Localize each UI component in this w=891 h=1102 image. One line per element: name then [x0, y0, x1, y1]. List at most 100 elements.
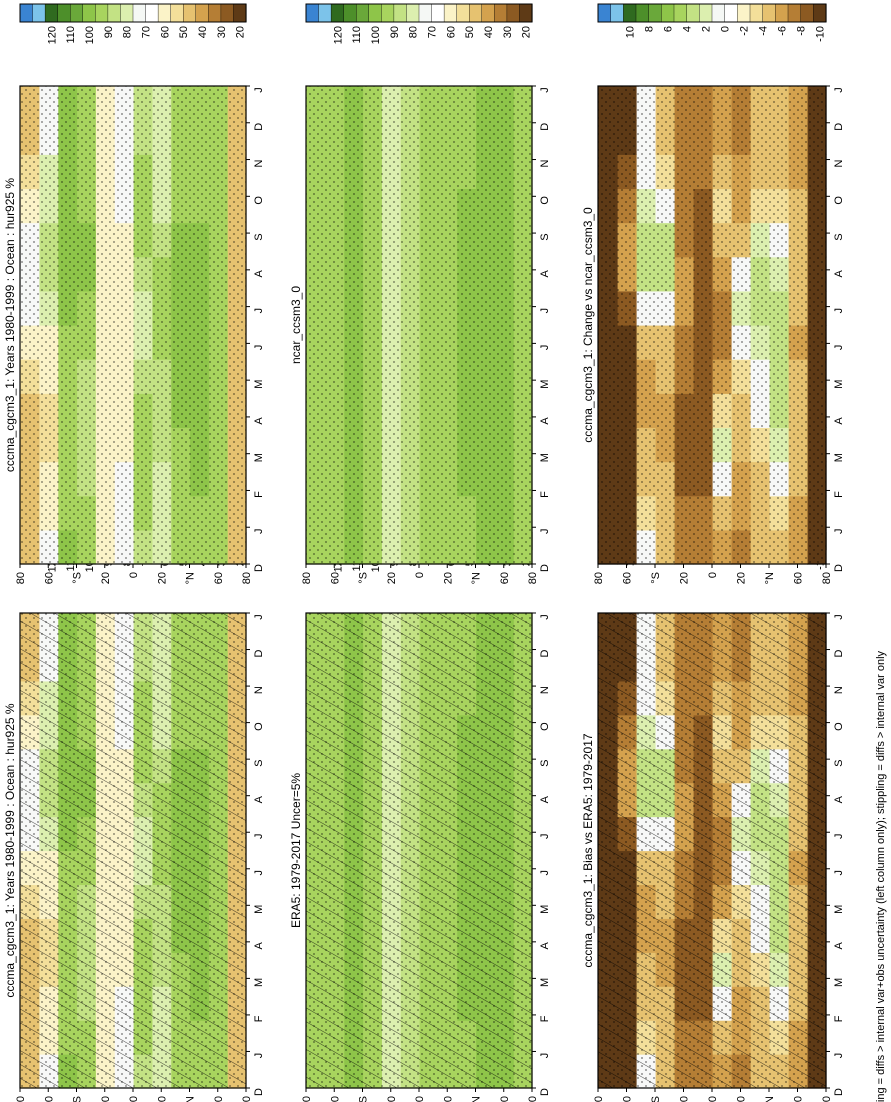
month-tick-label: A — [253, 417, 265, 425]
month-tick-label: J — [253, 614, 265, 620]
colorbar-swatch — [711, 3, 726, 23]
lat-tick-label: °N — [471, 572, 483, 584]
lat-tick-label: 20 — [100, 572, 112, 584]
colorbar-swatch — [343, 3, 357, 23]
month-tick-label: D — [833, 649, 845, 657]
month-tick-label: S — [539, 233, 551, 240]
stipple-overlay — [20, 86, 246, 564]
lat-tick-label: 80 — [821, 1096, 833, 1102]
hatch-overlay — [598, 613, 826, 1088]
colorbar-label: 80 — [122, 26, 134, 38]
month-tick-label: A — [833, 417, 845, 425]
lat-tick-label: 0 — [707, 1096, 719, 1102]
colorbar-label: 30 — [502, 26, 514, 38]
colorbar-label: 70 — [141, 26, 153, 38]
month-tick-label: F — [833, 491, 845, 498]
lat-tick-label: 20 — [736, 572, 748, 584]
lat-tick-label: 60 — [499, 572, 511, 584]
month-tick-label: A — [833, 269, 845, 277]
colorbar-label: 60 — [159, 26, 171, 38]
month-tick-label: J — [539, 1053, 551, 1059]
colorbar-swatch — [699, 3, 713, 23]
colorbar-label: 60 — [445, 26, 457, 38]
colorbar-swatch — [381, 3, 395, 23]
colorbar-label: 40 — [483, 26, 495, 38]
colorbar-label: 70 — [427, 26, 439, 38]
month-tick-label: D — [253, 564, 265, 572]
panel-top-right: 8060°N20020°S6080DJFMAMJJASONDJcccma_cgc… — [3, 3, 265, 584]
month-tick-label: M — [833, 905, 845, 914]
month-tick-label: M — [253, 978, 265, 987]
month-tick-label: D — [833, 564, 845, 572]
colorbar-label: -2 — [739, 26, 751, 36]
month-tick-label: J — [833, 870, 845, 876]
month-tick-label: J — [253, 870, 265, 876]
colorbar-swatch — [673, 3, 688, 23]
colorbar-swatch — [368, 3, 382, 23]
lat-tick-label: 0 — [414, 1096, 426, 1102]
panel-title: cccma_cgcm3_1: Years 1980-1999 : Ocean :… — [3, 703, 17, 998]
lat-tick-label: °S — [358, 1096, 370, 1102]
colorbar-frame — [19, 3, 247, 23]
month-tick-label: A — [539, 269, 551, 277]
lat-tick-label: 80 — [821, 572, 833, 584]
colorbar-swatch — [305, 3, 320, 23]
month-tick-label: N — [539, 159, 551, 167]
colorbar-swatch — [95, 3, 109, 23]
lat-tick-label: 80 — [527, 572, 539, 584]
month-tick-label: F — [539, 1015, 551, 1022]
lat-tick-label: 80 — [527, 1096, 539, 1102]
colorbar-swatch — [800, 3, 814, 23]
lat-tick-label: 80 — [15, 572, 27, 584]
colorbar-swatch — [762, 3, 776, 23]
month-tick-label: M — [833, 978, 845, 987]
lat-tick-label: 60 — [499, 1096, 511, 1102]
lat-tick-label: 80 — [593, 1096, 605, 1102]
month-tick-label: J — [833, 87, 845, 93]
lat-tick-label: °N — [764, 1096, 776, 1102]
lat-tick-label: °N — [764, 572, 776, 584]
lat-tick-label: °S — [650, 1096, 662, 1102]
lat-tick-label: 0 — [707, 572, 719, 578]
month-tick-label: S — [253, 760, 265, 767]
month-tick-label: J — [253, 87, 265, 93]
month-tick-label: M — [539, 453, 551, 462]
month-tick-label: J — [253, 345, 265, 351]
month-tick-label: D — [833, 1088, 845, 1096]
colorbar-swatch — [406, 3, 420, 23]
month-tick-label: M — [833, 453, 845, 462]
lat-tick-label: 20 — [386, 572, 398, 584]
colorbar-swatch — [393, 3, 408, 23]
colorbar-label: 120 — [46, 26, 58, 44]
month-tick-label: D — [539, 649, 551, 657]
colorbar-swatch — [775, 3, 789, 23]
month-tick-label: S — [833, 233, 845, 240]
month-tick-label: S — [539, 760, 551, 767]
colorbar-swatch — [610, 3, 624, 23]
colorbar-swatch — [107, 3, 122, 23]
colorbar-swatch — [170, 3, 184, 23]
month-tick-label: J — [253, 528, 265, 534]
month-tick-label: J — [539, 87, 551, 93]
colorbar-label: 2 — [701, 26, 713, 32]
lat-tick-label: 80 — [241, 1096, 253, 1102]
colorbar-label: 30 — [216, 26, 228, 38]
lat-tick-label: 20 — [679, 572, 691, 584]
colorbar-swatch — [356, 3, 370, 23]
lat-tick-label: 0 — [414, 572, 426, 578]
colorbar-swatch — [145, 3, 159, 23]
month-tick-label: J — [539, 833, 551, 839]
month-tick-label: J — [833, 345, 845, 351]
colorbar-swatch — [132, 3, 147, 23]
colorbar-label: 8 — [644, 26, 656, 32]
month-tick-label: A — [253, 941, 265, 949]
lat-tick-label: 80 — [241, 572, 253, 584]
panel-title: ERA5: 1979-2017 Uncer=5% — [289, 773, 303, 928]
month-tick-label: M — [539, 978, 551, 987]
lat-tick-label: 60 — [213, 572, 225, 584]
month-tick-label: J — [833, 614, 845, 620]
month-tick-label: O — [539, 196, 551, 205]
month-tick-label: N — [253, 686, 265, 694]
month-tick-label: D — [833, 123, 845, 131]
